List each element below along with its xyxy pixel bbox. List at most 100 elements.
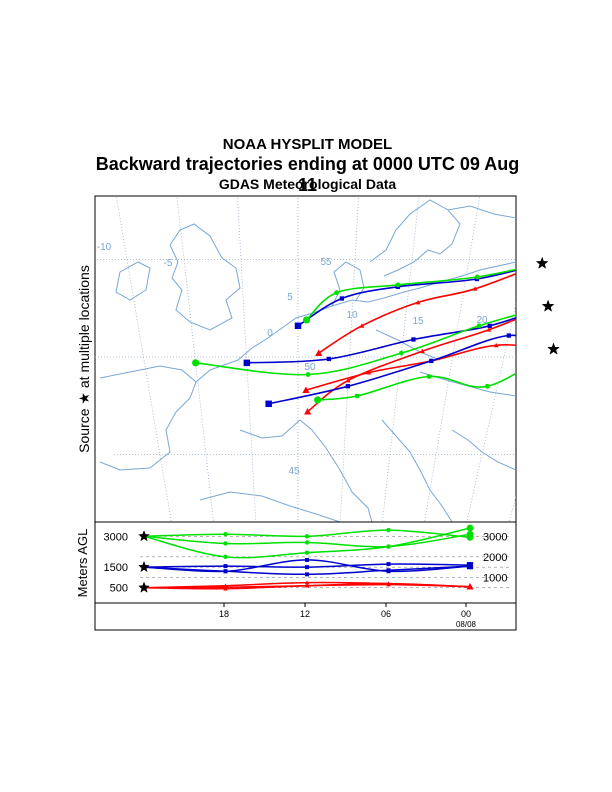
profile-trajectory-point — [223, 586, 228, 591]
time-axis-frame — [94, 602, 517, 631]
graticule — [95, 196, 516, 522]
coastlines — [99, 199, 516, 522]
longitude-label: 0 — [267, 328, 273, 339]
map-trajectory-point — [345, 384, 351, 389]
longitude-label: 5 — [287, 292, 293, 303]
map-trajectory-point — [426, 374, 432, 379]
y-axis-label: Meters AGL — [75, 529, 90, 598]
longitude-label: 10 — [346, 310, 358, 321]
latitude-label: 45 — [288, 466, 300, 477]
time-tick-label: 12 — [300, 609, 310, 619]
map-trajectory-point — [429, 358, 434, 364]
map-trajectory-point — [302, 386, 310, 394]
longitude-line — [381, 196, 420, 522]
map-trajectory-point — [314, 396, 322, 404]
map-trajectory-line — [246, 317, 516, 364]
profile-trajectory-point — [466, 583, 474, 590]
profile-trajectory-point — [305, 557, 309, 562]
profile-trajectory-point — [223, 532, 228, 537]
map-source-star — [541, 299, 555, 312]
profile-source-star — [138, 560, 150, 573]
profile-trajectory-point — [223, 554, 228, 560]
profile-trajectory-point — [386, 527, 391, 533]
map-trajectory-point — [493, 342, 499, 348]
date-tick-label: 08/08 — [456, 620, 477, 629]
map-trajectory-point — [302, 316, 311, 324]
latitude-label: 50 — [304, 362, 316, 373]
right-height-tick: 2000 — [483, 552, 507, 564]
profile-trajectory-point — [223, 564, 228, 569]
map-trajectory-point — [506, 333, 511, 338]
longitude-line — [466, 302, 516, 522]
profile-trajectory-point — [223, 541, 228, 546]
profile-trajectory-point — [223, 569, 228, 574]
map-trajectory-point — [474, 274, 480, 280]
map-trajectory-point — [345, 378, 351, 383]
data-source-label: GDAS Meteorological Data — [218, 176, 397, 192]
left-height-tick: 500 — [110, 583, 128, 595]
map-trajectory-point — [366, 370, 372, 375]
map-trajectory-point — [334, 290, 339, 296]
map-trajectory-point — [399, 350, 404, 356]
profile-trajectory-point — [386, 569, 391, 574]
time-axis-panel: 18 12 06 00 08/08 — [94, 602, 517, 631]
longitude-line — [508, 495, 516, 522]
profile-trajectory-point — [466, 524, 474, 532]
map-trajectory-point — [395, 282, 401, 288]
longitude-line — [176, 196, 215, 522]
map-frame — [94, 195, 517, 523]
profile-trajectory-point — [386, 562, 391, 567]
map-trajectory-point — [476, 323, 482, 329]
map-trajectory-point — [486, 327, 492, 332]
profile-trajectory-point — [466, 563, 474, 570]
map-trajectory-point — [472, 286, 478, 291]
map-trajectory-point — [294, 322, 302, 330]
time-tick-label: 06 — [381, 609, 391, 619]
latitude-label: 55 — [320, 257, 332, 268]
map-trajectory-point — [265, 400, 272, 408]
longitude-label: 15 — [412, 316, 424, 327]
profile-trajectory-point — [304, 550, 310, 555]
map-trajectory-point — [415, 300, 421, 305]
longitude-line — [237, 196, 257, 522]
map-source-star — [535, 256, 549, 269]
chart-subtitle: Backward trajectories ending at 0000 UTC… — [95, 154, 520, 195]
graticule-labels: 55 50 45 -10 -5 0 5 10 15 20 — [97, 242, 488, 477]
profile-trajectory-point — [305, 565, 309, 570]
map-trajectory-point — [487, 323, 492, 328]
profile-trajectories — [143, 524, 474, 591]
right-height-tick: 3000 — [483, 531, 507, 543]
profile-source-star — [138, 530, 150, 542]
longitude-label: -10 — [97, 242, 112, 253]
profile-trajectory-point — [304, 534, 310, 539]
profile-trajectory-point — [386, 544, 391, 549]
time-tick-label: 18 — [219, 609, 229, 619]
profile-source-star — [138, 581, 150, 593]
map-trajectory-point — [354, 393, 360, 399]
longitude-line — [339, 196, 359, 522]
time-tick-labels: 18 12 06 00 — [219, 603, 471, 619]
profile-trajectory-point — [304, 580, 310, 585]
longitude-label: -5 — [164, 258, 173, 269]
height-tick-labels: 500 1500 3000 1000 2000 3000 — [104, 531, 508, 594]
profile-trajectory-point — [305, 572, 309, 577]
map-trajectory-point — [305, 372, 311, 377]
source-markers — [535, 256, 560, 355]
left-height-tick: 3000 — [104, 531, 128, 543]
right-height-tick: 1000 — [483, 572, 507, 584]
height-profile-panel: 500 1500 3000 1000 2000 3000 — [94, 521, 517, 604]
map-trajectory-point — [485, 383, 490, 389]
profile-trajectory-point — [386, 581, 391, 586]
map-trajectory-point — [419, 348, 425, 354]
profile-frame — [94, 521, 517, 604]
map-trajectory-point — [326, 356, 331, 362]
source-location-label: Source ★ at multiple locations — [76, 265, 92, 453]
map-trajectory-point — [339, 296, 344, 301]
map-source-star — [547, 342, 560, 355]
chart-title: NOAA HYSPLIT MODEL — [222, 136, 393, 153]
map-trajectory-point — [315, 349, 323, 356]
profile-trajectory-point — [304, 583, 310, 588]
left-height-tick: 1500 — [104, 562, 128, 574]
longitude-label: 20 — [476, 315, 488, 326]
